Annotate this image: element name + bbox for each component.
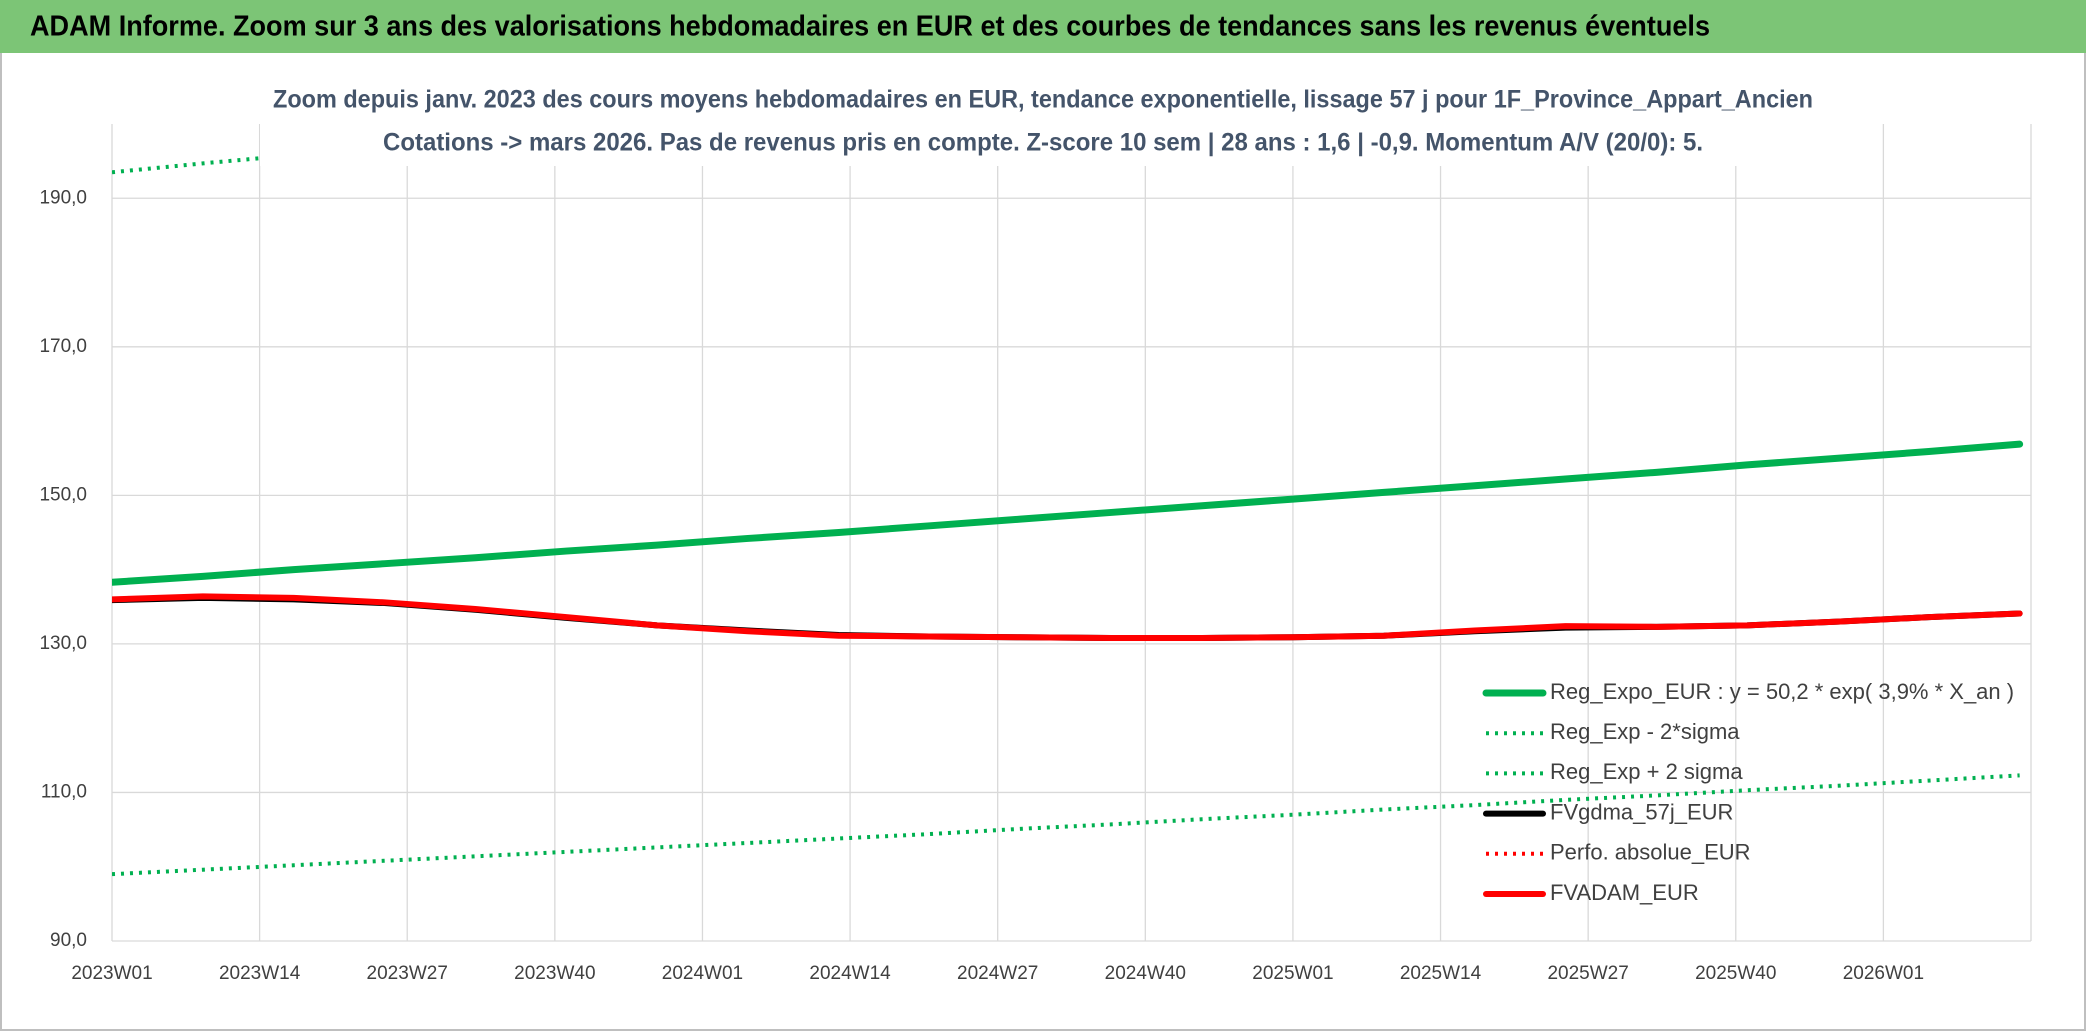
legend-label: Perfo. absolue_EUR bbox=[1550, 840, 1751, 865]
x-tick-label: 2025W40 bbox=[1695, 963, 1776, 984]
x-tick-label: 2024W14 bbox=[809, 963, 891, 984]
chart-subtitle: Cotations -> mars 2026. Pas de revenus p… bbox=[383, 129, 1703, 157]
y-tick-label: 170,0 bbox=[39, 336, 87, 357]
x-tick-label: 2023W14 bbox=[219, 963, 301, 984]
y-tick-label: 150,0 bbox=[39, 484, 87, 505]
plot-area: 90,0 110,0 130,0 150,0 170,0 190,0 2023W01 2023… bbox=[39, 124, 2032, 984]
legend-label: Reg_Exp - 2*sigma bbox=[1550, 719, 1740, 744]
header-title: ADAM Informe. Zoom sur 3 ans des valoris… bbox=[30, 11, 1710, 43]
y-tick-label: 130,0 bbox=[39, 633, 87, 654]
header-bar bbox=[0, 0, 2086, 53]
chart-title: Zoom depuis janv. 2023 des cours moyens … bbox=[273, 86, 1813, 114]
x-tick-label: 2023W27 bbox=[367, 963, 448, 984]
series-line bbox=[112, 440, 2024, 586]
legend-label: Reg_Expo_EUR : y = 50,2 * exp( 3,9% * X_… bbox=[1550, 679, 2014, 704]
title-backdrop bbox=[260, 82, 1830, 166]
legend-label: FVgdma_57j_EUR bbox=[1550, 799, 1733, 824]
x-tick-label: 2024W40 bbox=[1105, 963, 1186, 984]
legend-label: Reg_Exp + 2 sigma bbox=[1550, 759, 1743, 784]
y-tick-label: 110,0 bbox=[41, 781, 87, 802]
x-tick-label: 2024W27 bbox=[957, 963, 1038, 984]
x-tick-label: 2024W01 bbox=[662, 963, 743, 984]
series-line bbox=[112, 593, 2023, 641]
y-tick-label: 90,0 bbox=[50, 930, 87, 951]
series-line bbox=[112, 773, 2020, 877]
series-group bbox=[112, 124, 2024, 877]
x-tick-label: 2026W01 bbox=[1843, 963, 1924, 984]
x-tick-label: 2025W14 bbox=[1400, 963, 1482, 984]
y-tick-label: 190,0 bbox=[39, 187, 87, 208]
x-tick-label: 2025W01 bbox=[1252, 963, 1333, 984]
x-tick-label: 2023W40 bbox=[514, 963, 595, 984]
legend-label: FVADAM_EUR bbox=[1550, 880, 1699, 905]
x-tick-label: 2023W01 bbox=[71, 963, 152, 984]
x-tick-label: 2025W27 bbox=[1547, 963, 1628, 984]
